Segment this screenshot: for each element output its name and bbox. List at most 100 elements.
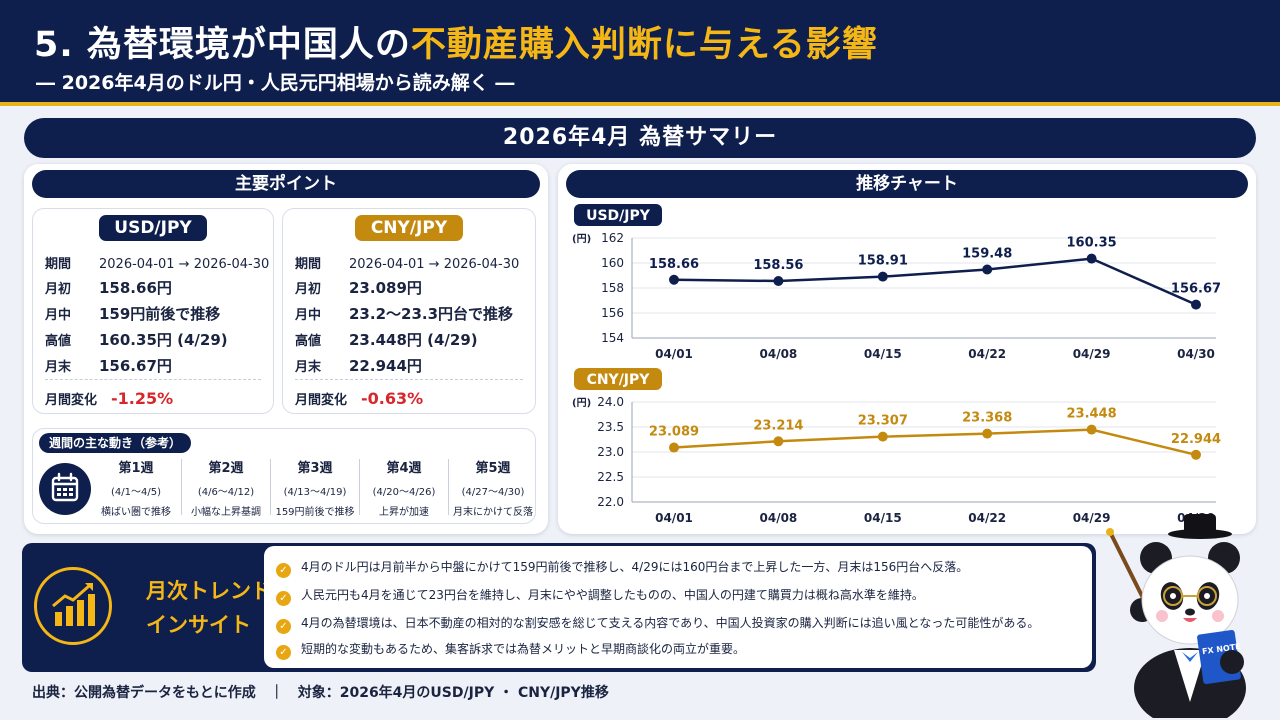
usd-jpy-data-point: [1191, 299, 1201, 310]
weekly-title: 週間の主な動き（参考）: [39, 433, 191, 453]
cny-row-close: 月末 22.944円: [295, 357, 422, 375]
week-5: 第5週 (4/27～4/30) 月末にかけて反落: [453, 461, 533, 518]
cny-jpy-xtick-label: 04/22: [968, 511, 1006, 525]
check-icon: ✓: [276, 619, 291, 634]
usd-row-high: 高値 160.35円 (4/29): [45, 331, 228, 349]
cny-jpy-data-point: [773, 436, 784, 447]
week-3: 第3週 (4/13～4/19) 159円前後で推移: [275, 461, 355, 518]
chart-panel-title: 推移チャート: [566, 170, 1248, 198]
usd-jpy-data-point: [982, 264, 993, 275]
usd-jpy-ytick-label: 162: [601, 231, 624, 245]
cny-jpy-data-point: [1086, 424, 1097, 435]
cny-jpy-chart: CNY/JPY (円) 22.0 22.5 23.0 23.5 24.0 23.089 04/0…: [572, 368, 1221, 525]
cny-row-high: 高値 23.448円 (4/29): [295, 331, 478, 349]
panda-mascot: FX NOTE: [1106, 514, 1246, 718]
usd-row-open: 月初 158.66円: [45, 279, 172, 297]
week-divider: [448, 459, 449, 515]
week-4: 第4週 (4/20～4/26) 上昇が加速: [372, 461, 436, 518]
cny-jpy-data-label: 23.214: [753, 418, 803, 433]
cny-jpy-ytick-label: 22.0: [597, 495, 624, 509]
cny-jpy-series-line: [673, 428, 1197, 457]
usd-separator: [45, 379, 261, 380]
usd-jpy-title-badge: [574, 204, 662, 226]
insight-title-2: インサイト: [146, 613, 251, 637]
cny-jpy-badge: CNY/JPY: [355, 215, 463, 241]
header: 5. 為替環境が中国人の不動産購入判断に与える影響 ― 2026年4月のドル円・…: [0, 0, 1280, 106]
trend-chart-icon: [34, 567, 112, 645]
cny-jpy-data-label: 23.307: [858, 414, 908, 429]
usd-jpy-ytick-label: 156: [601, 306, 624, 320]
weekly-movements: 週間の主な動き（参考） 第1週 (4/1～4/5) 横ばい圏で推移 第2週 (4/6～…: [32, 428, 536, 524]
cny-jpy-data-label: 23.368: [962, 411, 1012, 426]
usd-jpy-xtick-label: 04/15: [864, 347, 902, 361]
insight-list: ✓ 4月のドル円は月前半から中盤にかけて159円前後で推移し、4/29には160円…: [264, 546, 1092, 668]
week-divider: [181, 459, 182, 515]
usd-row-close: 月末 156.67円: [45, 357, 172, 375]
key-points-title: 主要ポイント: [32, 170, 540, 198]
week-divider: [359, 459, 360, 515]
cny-jpy-ytick-label: 22.5: [597, 470, 624, 484]
page-title: 5. 為替環境が中国人の不動産購入判断に与える影響: [34, 16, 878, 67]
cny-jpy-card: CNY/JPY 期間 2026-04-01 → 2026-04-30 月初 23.0…: [282, 208, 536, 414]
cny-jpy-xtick-label: 04/15: [864, 511, 902, 525]
usd-jpy-data-label: 156.67: [1171, 282, 1221, 297]
chart-panel: [558, 164, 1256, 534]
cny-jpy-ytick-label: 23.5: [597, 420, 624, 434]
usd-jpy-data-label: 158.66: [649, 257, 699, 272]
footer-source: 出典：公開為替データをもとに作成 ｜ 対象：2026年4月のUSD/JPY ・ …: [32, 685, 609, 701]
cny-jpy-data-point: [1191, 449, 1201, 460]
usd-jpy-xtick-label: 04/08: [760, 347, 798, 361]
week-2: 第2週 (4/6～4/12) 小幅な上昇基調: [191, 461, 261, 518]
insight-panel: 月次トレンド インサイト ✓ 4月のドル円は月前半から中盤にかけて159円前後で推…: [22, 543, 1096, 672]
insight-item: ✓ 短期的な変動もあるため、集客訴求では為替メリットと早期商談化の両立が重要。: [276, 640, 745, 660]
check-icon: ✓: [276, 645, 291, 660]
cny-jpy-data-label: 23.089: [649, 425, 699, 440]
cny-jpy-data-label: 22.944: [1171, 432, 1221, 447]
cny-jpy-ytick-label: 24.0: [597, 395, 624, 409]
usd-jpy-data-point: [1086, 253, 1097, 264]
cny-jpy-data-point: [982, 428, 993, 439]
usd-jpy-data-label: 160.35: [1067, 236, 1117, 251]
usd-jpy-xtick-label: 04/30: [1177, 347, 1215, 361]
usd-jpy-xtick-label: 04/29: [1073, 347, 1111, 361]
usd-jpy-data-label: 159.48: [962, 247, 1012, 262]
summary-title: 2026年4月 為替サマリー: [24, 118, 1256, 158]
cny-jpy-title: CNY/JPY: [587, 372, 651, 388]
usd-row-period: 期間 2026-04-01 → 2026-04-30: [45, 257, 270, 272]
cny-jpy-xtick-label: 04/08: [760, 511, 798, 525]
usd-jpy-card: USD/JPY 期間 2026-04-01 → 2026-04-30 月初 158.…: [32, 208, 274, 414]
cny-monthly-change: 月間変化 -0.63%: [295, 389, 424, 408]
week-1: 第1週 (4/1～4/5) 横ばい圏で推移: [101, 461, 171, 518]
insight-title-1: 月次トレンド: [146, 579, 272, 603]
check-icon: ✓: [276, 563, 291, 578]
cny-jpy-xtick-label: 04/29: [1073, 511, 1111, 525]
week-divider: [270, 459, 271, 515]
title-prefix: 5. 為替環境が中国人の: [34, 25, 411, 65]
insight-item: ✓ 人民元円も4月を通じて23円台を維持し、月末にやや調整したものの、中国人の円建…: [276, 586, 924, 606]
page-subtitle: ― 2026年4月のドル円・人民元円相場から読み解く ―: [36, 72, 515, 94]
usd-jpy-ytick-label: 158: [601, 281, 624, 295]
usd-jpy-data-point: [773, 276, 784, 286]
usd-jpy-ytick-label: 160: [601, 256, 624, 270]
cny-separator: [295, 379, 523, 380]
cny-row-open: 月初 23.089円: [295, 279, 422, 297]
usd-jpy-ylabel: (円): [572, 233, 591, 245]
check-icon: ✓: [276, 591, 291, 606]
usd-jpy-data-label: 158.56: [753, 258, 803, 273]
calendar-icon: [39, 463, 91, 515]
usd-jpy-xtick-label: 04/01: [655, 347, 693, 361]
cny-jpy-ylabel: (円): [572, 397, 591, 409]
usd-jpy-data-label: 158.91: [858, 254, 908, 269]
usd-jpy-xtick-label: 04/22: [968, 347, 1006, 361]
cny-row-period: 期間 2026-04-01 → 2026-04-30: [295, 257, 520, 272]
usd-jpy-data-point: [669, 274, 679, 285]
usd-jpy-title: USD/JPY: [586, 208, 651, 224]
cny-row-mid: 月中 23.2～23.3円台で推移: [295, 305, 514, 323]
usd-jpy-badge: USD/JPY: [99, 215, 207, 241]
title-highlight: 不動産購入判断に与える影響: [410, 25, 878, 65]
cny-jpy-xtick-label: 04/01: [655, 511, 693, 525]
cny-jpy-ytick-label: 23.0: [597, 445, 624, 459]
usd-jpy-chart: USD/JPY (円) 154 156 158 160 162 158.66 04/01 158.…: [572, 204, 1221, 361]
usd-monthly-change: 月間変化 -1.25%: [45, 389, 174, 408]
cny-jpy-data-point: [877, 431, 888, 442]
